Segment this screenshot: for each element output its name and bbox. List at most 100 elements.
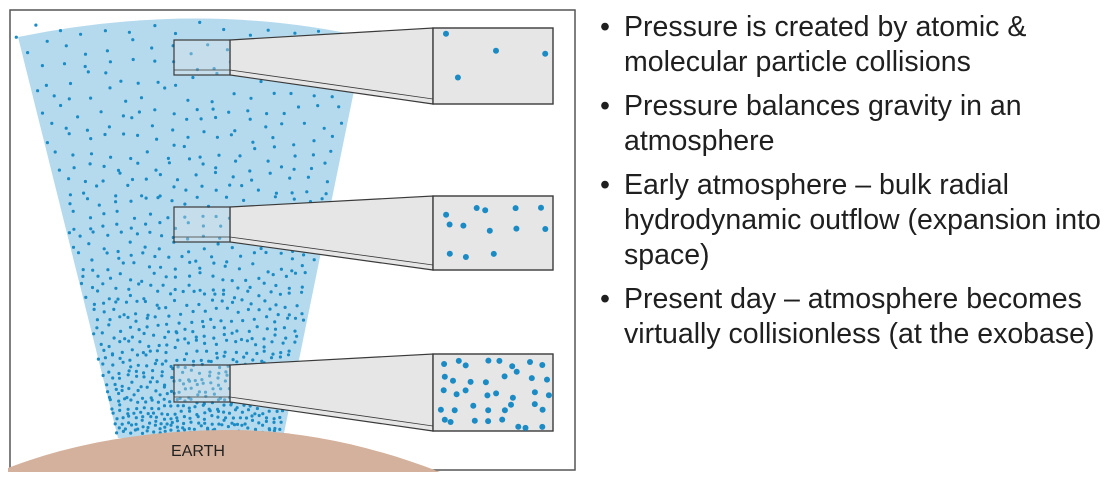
gas-particle [164, 350, 168, 355]
gas-particle [114, 300, 118, 304]
gas-particle [230, 246, 234, 250]
gas-particle [198, 155, 202, 159]
gas-particle [118, 408, 122, 412]
gas-particle [155, 137, 159, 141]
gas-particle [222, 403, 226, 407]
gas-particle [151, 411, 156, 415]
gas-particle [293, 31, 297, 35]
gas-particle [123, 337, 127, 341]
gas-particle [117, 371, 121, 376]
magnified-particle [499, 416, 506, 423]
gas-particle [320, 197, 324, 201]
gas-particle [164, 359, 168, 363]
gas-particle [229, 403, 233, 407]
magnified-particle [471, 417, 478, 424]
gas-particle [186, 237, 190, 241]
gas-particle [198, 271, 202, 275]
gas-particle [114, 194, 118, 198]
magnified-particle [527, 359, 533, 365]
gas-particle [241, 319, 245, 323]
gas-particle [108, 318, 112, 322]
gas-particle [201, 319, 205, 324]
gas-particle [156, 80, 160, 84]
gas-particle [176, 404, 180, 408]
gas-particle [162, 417, 167, 421]
gas-particle [246, 289, 250, 293]
gas-particle [124, 300, 129, 304]
gas-particle [187, 157, 192, 161]
gas-particle [144, 222, 148, 226]
gas-particle [296, 105, 301, 109]
gas-particle [108, 398, 112, 402]
gas-particle [234, 159, 238, 163]
gas-particle [157, 306, 161, 310]
gas-particle [187, 406, 191, 410]
gas-particle [286, 353, 291, 357]
gas-particle [257, 308, 261, 312]
magnified-particle [450, 377, 456, 384]
gas-particle [193, 405, 197, 409]
gas-particle [252, 251, 256, 255]
gas-particle [286, 316, 290, 320]
gas-particle [234, 350, 238, 354]
gas-particle [232, 423, 237, 427]
gas-particle [222, 410, 226, 414]
gas-particle [181, 289, 185, 294]
gas-particle [85, 128, 89, 132]
gas-particle [170, 199, 174, 203]
gas-particle [157, 247, 161, 251]
gas-particle [181, 382, 186, 386]
magnified-particle [486, 227, 493, 234]
gas-particle [109, 155, 113, 159]
gas-particle [128, 358, 132, 362]
gas-particle [246, 426, 250, 430]
gas-particle [158, 393, 162, 397]
gas-particle [244, 416, 249, 420]
gas-particle [79, 32, 83, 36]
gas-particle [229, 319, 234, 323]
gas-particle [68, 81, 73, 86]
gas-particle [90, 285, 95, 290]
gas-particle [153, 315, 157, 319]
gas-particle [102, 212, 106, 216]
gas-particle [129, 253, 133, 257]
gas-particle [91, 230, 95, 234]
gas-particle [213, 170, 218, 175]
gas-particle [155, 380, 159, 384]
gas-particle [146, 425, 150, 430]
gas-particle [239, 254, 243, 258]
gas-particle [265, 327, 269, 331]
gas-particle [106, 268, 110, 272]
gas-particle [156, 400, 160, 404]
gas-particle [160, 234, 164, 238]
gas-particle [162, 385, 166, 389]
gas-particle [208, 409, 212, 413]
gas-particle [175, 416, 179, 420]
gas-particle [168, 400, 172, 404]
gas-particle [141, 415, 145, 419]
gas-particle [141, 425, 145, 429]
gas-particle [249, 96, 253, 100]
gas-particle [214, 166, 218, 170]
gas-particle [92, 302, 96, 306]
gas-particle [275, 409, 279, 413]
gas-particle [253, 412, 257, 416]
gas-particle [146, 313, 150, 317]
gas-particle [175, 178, 180, 182]
gas-particle [274, 191, 278, 195]
gas-particle [203, 421, 207, 425]
gas-particle [82, 191, 86, 195]
gas-particle [36, 89, 40, 93]
gas-particle [223, 398, 227, 402]
gas-particle [129, 226, 133, 230]
gas-particle [85, 197, 90, 201]
gas-particle [295, 304, 299, 308]
gas-particle [134, 312, 138, 316]
gas-particle [246, 307, 250, 312]
gas-particle [211, 288, 215, 292]
gas-particle [127, 287, 131, 291]
gas-particle [262, 337, 266, 341]
gas-particle [324, 192, 328, 196]
gas-particle [145, 429, 149, 433]
gas-particle [219, 319, 223, 323]
